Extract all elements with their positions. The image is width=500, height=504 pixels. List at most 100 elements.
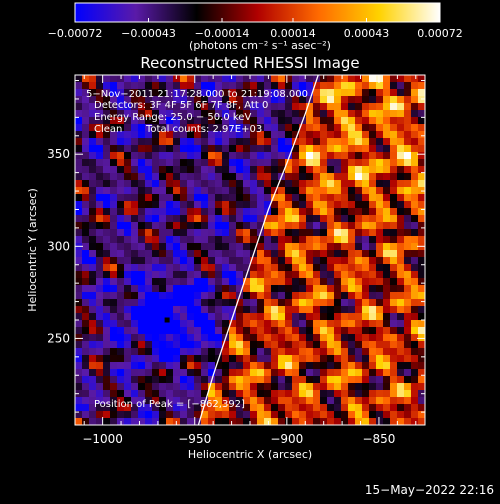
heatmap-cell [180, 110, 188, 118]
heatmap-cell [404, 96, 412, 104]
heatmap-cell [117, 397, 125, 405]
heatmap-cell [103, 257, 111, 265]
heatmap-cell [187, 390, 195, 398]
heatmap-cell [173, 215, 181, 223]
heatmap-cell [411, 194, 419, 202]
heatmap-cell [334, 117, 342, 125]
heatmap-cell [187, 152, 195, 160]
heatmap-cell [208, 383, 216, 391]
heatmap-cell [187, 131, 195, 139]
heatmap-cell [292, 348, 300, 356]
heatmap-cell [390, 257, 398, 265]
heatmap-cell [327, 110, 335, 118]
heatmap-cell [306, 124, 314, 132]
heatmap-cell [89, 96, 97, 104]
heatmap-cell [194, 355, 202, 363]
heatmap-cell [110, 327, 118, 335]
heatmap-cell [257, 145, 265, 153]
heatmap-cell [96, 173, 104, 181]
heatmap-cell [208, 313, 216, 321]
heatmap-cell [320, 264, 328, 272]
heatmap-cell [152, 110, 160, 118]
heatmap-cell [278, 264, 286, 272]
heatmap-cell [110, 250, 118, 258]
heatmap-cell [75, 82, 83, 90]
heatmap-cell [299, 236, 307, 244]
heatmap-cell [243, 355, 251, 363]
heatmap-cell [187, 138, 195, 146]
heatmap-cell [306, 222, 314, 230]
heatmap-cell [278, 397, 286, 405]
heatmap-cell [383, 271, 391, 279]
heatmap-cell [229, 418, 237, 425]
heatmap-cell [103, 145, 111, 153]
heatmap-cell [313, 229, 321, 237]
heatmap-cell [313, 411, 321, 419]
heatmap-cell [250, 145, 258, 153]
heatmap-cell [278, 376, 286, 384]
heatmap-cell [397, 103, 405, 111]
heatmap-cell [89, 82, 97, 90]
heatmap-cell [215, 103, 223, 111]
heatmap-cell [124, 334, 132, 342]
heatmap-cell [369, 355, 377, 363]
heatmap-cell [257, 369, 265, 377]
heatmap-cell [355, 138, 363, 146]
heatmap-cell [369, 75, 377, 83]
heatmap-cell [166, 327, 174, 335]
heatmap-cell [110, 369, 118, 377]
heatmap-cell [103, 236, 111, 244]
heatmap-cell [222, 306, 230, 314]
heatmap-cell [334, 96, 342, 104]
heatmap-cell [257, 201, 265, 209]
heatmap-cell [418, 306, 425, 314]
heatmap-cell [215, 257, 223, 265]
heatmap-cell [313, 138, 321, 146]
heatmap-cell [355, 96, 363, 104]
heatmap-cell [103, 383, 111, 391]
heatmap-cell [243, 96, 251, 104]
heatmap-cell [152, 313, 160, 321]
heatmap-cell [110, 187, 118, 195]
heatmap-cell [369, 96, 377, 104]
heatmap-cell [82, 264, 90, 272]
heatmap-cell [145, 285, 153, 293]
heatmap-cell [390, 152, 398, 160]
heatmap-cell [103, 117, 111, 125]
heatmap-cell [320, 138, 328, 146]
heatmap-cell [292, 327, 300, 335]
heatmap-cell [250, 131, 258, 139]
heatmap-cell [411, 159, 419, 167]
heatmap-cell [75, 89, 83, 97]
heatmap-cell [369, 362, 377, 370]
heatmap-cell [208, 341, 216, 349]
heatmap-cell [313, 82, 321, 90]
heatmap-cell [75, 166, 83, 174]
heatmap-cell [299, 222, 307, 230]
heatmap-cell [299, 215, 307, 223]
heatmap-cell [257, 411, 265, 419]
heatmap-cell [124, 82, 132, 90]
heatmap-cell [285, 411, 293, 419]
heatmap-cell [215, 208, 223, 216]
heatmap-cell [166, 194, 174, 202]
heatmap-cell [103, 285, 111, 293]
heatmap-cell [376, 131, 384, 139]
heatmap-cell [103, 222, 111, 230]
heatmap-cell [96, 117, 104, 125]
heatmap-cell [117, 194, 125, 202]
heatmap-cell [145, 96, 153, 104]
heatmap-cell [138, 166, 146, 174]
heatmap-cell [103, 201, 111, 209]
heatmap-cell [110, 306, 118, 314]
heatmap-cell [397, 271, 405, 279]
heatmap-cell [145, 180, 153, 188]
heatmap-cell [341, 271, 349, 279]
heatmap-cell [383, 159, 391, 167]
heatmap-cell [390, 117, 398, 125]
heatmap-cell [327, 334, 335, 342]
heatmap-cell [243, 418, 251, 425]
heatmap-cell [327, 404, 335, 412]
heatmap-cell [215, 264, 223, 272]
heatmap-cell [334, 222, 342, 230]
